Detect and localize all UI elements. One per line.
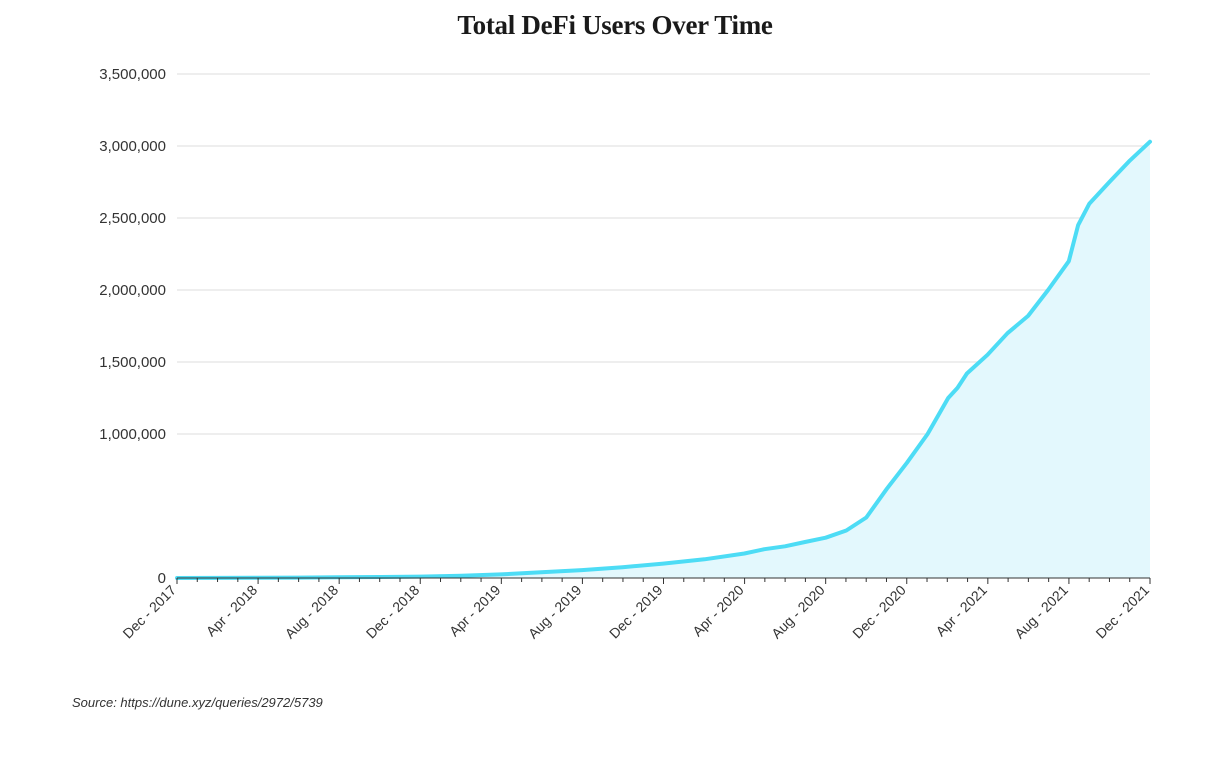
series-line [175,139,1152,580]
chart-title: Total DeFi Users Over Time [457,10,773,40]
x-tick-label: Apr - 2020 [689,582,747,640]
x-tick-label: Dec - 2021 [1092,582,1152,642]
chart-plot: 3,500,000 3,000,000 2,500,000 2,000,000 1,50… [99,66,1152,642]
x-axis [176,577,1151,584]
y-tick-label: 0 [158,570,166,587]
y-tick-label: 2,000,000 [99,282,166,299]
x-tick-label: Dec - 2017 [119,582,179,642]
x-tick-labels: Dec - 2017 Apr - 2018 Aug - 2018 Dec - 2018… [119,582,1152,642]
y-tick-labels: 3,500,000 3,000,000 2,500,000 2,000,000 1,50… [99,66,166,587]
source-note: Source: https://dune.xyz/queries/2972/57… [72,695,323,710]
y-tick-label: 1,000,000 [99,426,166,443]
y-tick-label: 3,500,000 [99,66,166,83]
y-tick-label: 1,500,000 [99,354,166,371]
x-tick-label: Aug - 2021 [1011,582,1071,642]
x-tick-label: Dec - 2018 [363,582,423,642]
x-tick-label: Aug - 2020 [768,582,828,642]
x-tick-label: Dec - 2019 [606,582,666,642]
y-tick-label: 3,000,000 [99,138,166,155]
y-tick-label: 2,500,000 [99,210,166,227]
x-tick-label: Aug - 2018 [282,582,342,642]
x-tick-label: Apr - 2021 [932,582,990,640]
area-layer [175,139,1152,580]
x-tick-label: Aug - 2019 [525,582,585,642]
x-tick-label: Dec - 2020 [849,582,909,642]
x-tick-label: Apr - 2018 [203,582,261,640]
series-area [177,141,1150,578]
x-tick-label: Apr - 2019 [446,582,504,640]
